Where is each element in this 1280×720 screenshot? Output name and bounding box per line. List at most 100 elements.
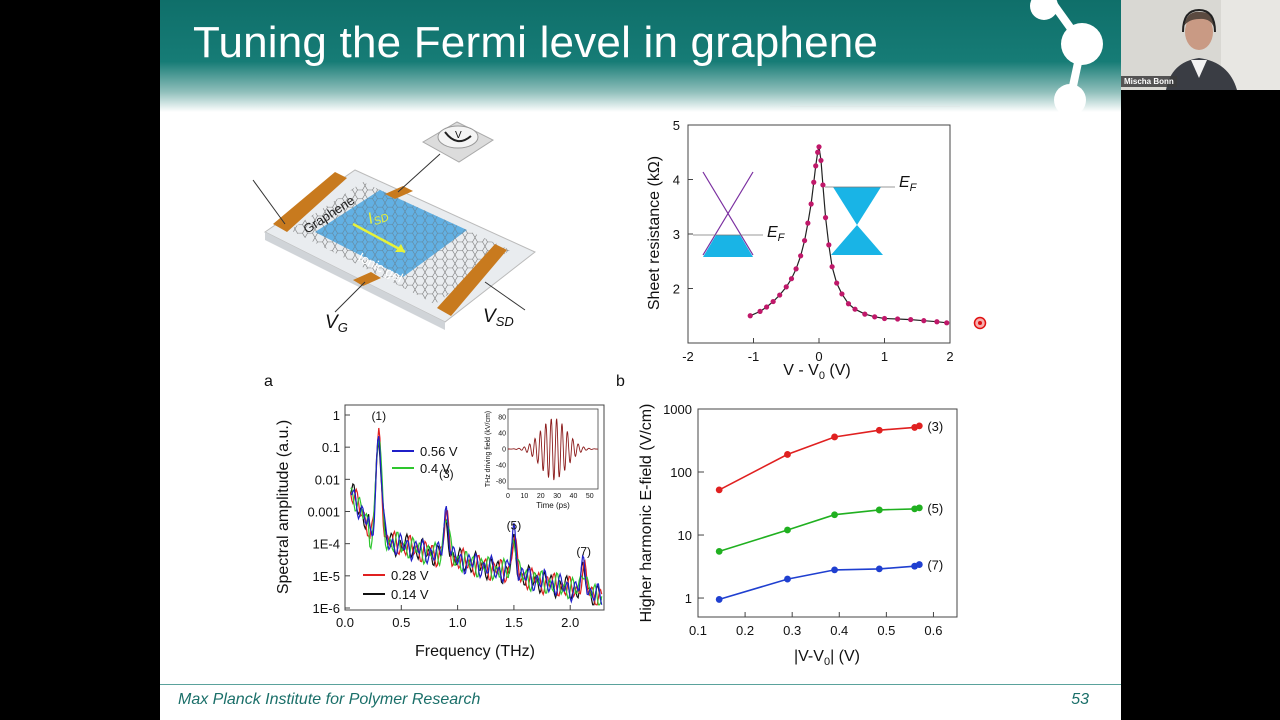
vsd-label: V	[483, 306, 498, 327]
fermi-label-left: EF	[767, 224, 786, 244]
x-axis-label: Frequency (THz)	[415, 643, 535, 660]
x-tick-label: 0.6	[924, 623, 942, 638]
footer-divider	[160, 684, 1121, 685]
y-axis-label: Higher harmonic E-field (V/cm)	[638, 404, 655, 623]
resistance-point	[815, 149, 821, 155]
resistance-point	[944, 320, 950, 326]
resistance-point	[808, 201, 814, 207]
harmonic-series-line	[718, 563, 920, 601]
y-tick-label: 10	[678, 528, 692, 543]
inset-x-label: Time (ps)	[536, 501, 570, 510]
x-axis-label: |V-V0| (V)	[794, 648, 860, 668]
inset-y-tick-label: 80	[498, 415, 506, 422]
resistance-point	[793, 266, 799, 272]
filled-band-right-top	[833, 187, 881, 225]
harmonic-series-line	[718, 507, 920, 553]
harmonic-point	[831, 566, 838, 574]
participant-name: Mischa Bonn	[1121, 76, 1177, 87]
x-axis-label: V - V0 (V)	[783, 362, 850, 382]
header-divider	[790, 106, 960, 107]
resistance-point	[801, 237, 808, 244]
inset-x-tick-label: 20	[537, 493, 545, 500]
svg-text:VSD: VSD	[483, 306, 514, 329]
slide: Tuning the Fermi level in graphene	[160, 0, 1121, 720]
harmonic-point	[784, 526, 791, 534]
resistance-point	[777, 292, 783, 298]
x-tick-label: 0.2	[736, 623, 754, 638]
harmonic-series-line	[718, 425, 920, 491]
x-tick-label: 0	[815, 349, 822, 364]
legend-label: 0.28 V	[391, 568, 429, 583]
harmonic-point	[715, 486, 723, 494]
resistance-point	[881, 315, 888, 322]
vsd-sub: SD	[496, 314, 514, 329]
legend-label: 0.4 V	[420, 461, 451, 476]
y-tick-label: 1E-4	[313, 537, 340, 552]
harmonic-point	[875, 426, 883, 434]
resistance-point	[934, 319, 940, 325]
resistance-point	[839, 291, 845, 297]
harmonic-point	[915, 504, 923, 512]
y-tick-label: 1	[685, 591, 692, 606]
harmonic-point	[784, 575, 791, 583]
participant-video[interactable]: Mischa Bonn	[1121, 0, 1280, 90]
spectrum-line	[350, 437, 603, 606]
resistance-point	[764, 304, 770, 310]
y-tick-label: 0.001	[307, 505, 340, 520]
harmonic-point	[831, 511, 838, 519]
harmonic-label: (3)	[439, 467, 454, 481]
participant-avatar	[1121, 0, 1280, 90]
x-tick-label: 1.0	[449, 615, 467, 630]
resistance-point	[829, 264, 835, 270]
panel-label-a: a	[264, 373, 273, 390]
slide-title: Tuning the Fermi level in graphene	[193, 18, 879, 67]
svg-text:ISD: ISD	[366, 205, 391, 230]
molecule-logo-icon	[1030, 0, 1103, 112]
resistance-point	[811, 179, 817, 185]
sheet-resistance-chart: -2 -1 0 1 2 2 3 4 5 EF EF Sheet resistance (kΩ) V…	[646, 118, 954, 382]
resistance-point	[872, 314, 878, 320]
series-label: (5)	[927, 501, 943, 516]
harmonic-point	[915, 422, 923, 430]
meter-label: V	[455, 130, 462, 141]
y-tick-label: 1000	[663, 402, 692, 417]
panel-label-b: b	[616, 373, 625, 390]
resistance-point	[845, 301, 852, 307]
harmonic-point	[915, 561, 923, 568]
inset-x-tick-label: 10	[520, 493, 528, 500]
page-number: 53	[1071, 691, 1089, 708]
resistance-point	[908, 316, 914, 323]
inset-y-label: THz driving field (kV/cm)	[485, 411, 492, 487]
resistance-point	[783, 284, 789, 290]
harmonic-label: (7)	[576, 544, 591, 558]
inset-x-tick-label: 50	[586, 493, 594, 500]
fermi-label-right: EF	[899, 174, 918, 194]
resistance-point	[816, 144, 822, 150]
resistance-point	[921, 318, 927, 324]
legend-label: 0.56 V	[420, 444, 458, 459]
inset-y-tick-label: 40	[498, 431, 506, 438]
pointer-indicator	[973, 316, 987, 330]
harmonic-point	[784, 451, 791, 458]
resistance-point	[862, 311, 868, 317]
y-tick-label: 1	[333, 408, 340, 423]
spectral-amplitude-chart: 0.0 0.5 1.0 1.5 2.0 1 0.1 0.01 0.001 1E-4 1E-5 1E-6…	[275, 404, 605, 660]
harmonic-point	[875, 506, 883, 514]
harmonic-point	[715, 547, 723, 555]
legend-label: 0.14 V	[391, 587, 429, 602]
harmonic-point	[875, 565, 883, 573]
harmonic-efield-chart: 0.1 0.2 0.3 0.4 0.5 0.6 1 10 100 1000 (3) (5) (7) H…	[638, 402, 958, 668]
resistance-point	[747, 313, 753, 319]
x-tick-label: -1	[748, 349, 760, 364]
x-tick-label: 0.5	[392, 615, 410, 630]
resistance-point	[818, 157, 824, 164]
y-tick-label: 5	[673, 118, 680, 133]
x-tick-label: 0.4	[830, 623, 848, 638]
harmonic-point	[831, 433, 838, 441]
resistance-point	[834, 280, 840, 286]
svg-text:VG: VG	[325, 312, 348, 335]
resistance-point	[820, 182, 826, 188]
resistance-point	[770, 298, 776, 305]
y-tick-label: 0.1	[322, 440, 340, 455]
series-label: (3)	[927, 419, 943, 434]
